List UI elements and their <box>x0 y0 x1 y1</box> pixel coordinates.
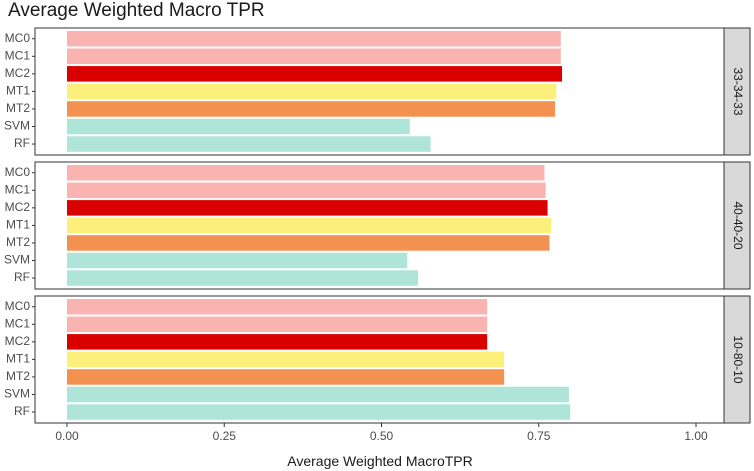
bar-mc0 <box>67 299 488 315</box>
bar-svm <box>67 386 569 403</box>
bar-mc0 <box>67 165 545 181</box>
category-label: SVM <box>4 119 30 133</box>
facet-strip-label: 33-34-33 <box>731 67 745 115</box>
bar-mt1 <box>67 217 552 234</box>
category-label: MT1 <box>6 352 30 366</box>
category-label: SVM <box>4 253 30 267</box>
bar-rf <box>67 136 431 152</box>
bar-mc2 <box>67 66 563 82</box>
bar-mt2 <box>67 101 556 117</box>
bar-mc2 <box>67 334 488 350</box>
bar-rf <box>67 270 418 286</box>
category-label: SVM <box>4 387 30 401</box>
bar-svm <box>67 252 408 269</box>
category-label: RF <box>14 404 30 418</box>
x-tick-label: 0.75 <box>527 429 551 443</box>
bar-svm <box>67 118 410 135</box>
bar-mt1 <box>67 351 505 368</box>
category-label: MC1 <box>5 182 31 196</box>
facet-panel: 10-80-10 MC0 MC1 MC2 MT1 MT2 SVM RF <box>4 295 751 424</box>
facet-panel: 40-40-20 MC0 MC1 MC2 MT1 MT2 SVM RF <box>4 161 751 290</box>
x-tick-label: 0.50 <box>370 429 394 443</box>
category-label: MC1 <box>5 48 31 62</box>
bar-mc1 <box>67 48 561 65</box>
x-axis-title: Average Weighted MacroTPR <box>287 453 472 469</box>
category-label: MC0 <box>5 31 31 45</box>
facet-strip-label: 40-40-20 <box>731 201 745 249</box>
facet-strip <box>723 295 751 424</box>
category-label: MC2 <box>5 334 31 348</box>
bar-rf <box>67 404 571 420</box>
bar-mc1 <box>67 182 546 199</box>
x-tick-label: 0.00 <box>55 429 79 443</box>
category-label: MC2 <box>5 66 31 80</box>
bar-mc0 <box>67 31 561 47</box>
category-label: MC1 <box>5 316 31 330</box>
facet-strip <box>723 161 751 290</box>
category-label: MC2 <box>5 200 31 214</box>
category-label: MT2 <box>6 235 30 249</box>
x-tick-label: 0.25 <box>213 429 237 443</box>
category-label: MC0 <box>5 165 31 179</box>
category-label: RF <box>14 136 30 150</box>
x-tick-label: 1.00 <box>684 429 708 443</box>
facet-panel: 33-34-33 MC0 MC1 MC2 MT1 MT2 SVM RF <box>4 27 751 156</box>
panels-layer: 33-34-33 MC0 MC1 MC2 MT1 MT2 SVM RF 40-40-20 MC0 M… <box>4 27 751 424</box>
category-label: MT2 <box>6 101 30 115</box>
category-label: MT1 <box>6 218 30 232</box>
chart-title: Average Weighted Macro TPR <box>8 0 265 21</box>
bar-mt2 <box>67 369 505 385</box>
category-label: MC0 <box>5 299 31 313</box>
facet-strip <box>723 27 751 156</box>
category-label: MT1 <box>6 84 30 98</box>
category-label: RF <box>14 270 30 284</box>
bar-mt2 <box>67 235 550 251</box>
bar-mc1 <box>67 316 488 333</box>
bar-mc2 <box>67 200 548 216</box>
x-axis: 0.00 0.25 0.50 0.75 1.00 <box>55 423 708 443</box>
facet-strip-label: 10-80-10 <box>731 335 745 383</box>
category-label: MT2 <box>6 369 30 383</box>
bar-mt1 <box>67 83 557 100</box>
